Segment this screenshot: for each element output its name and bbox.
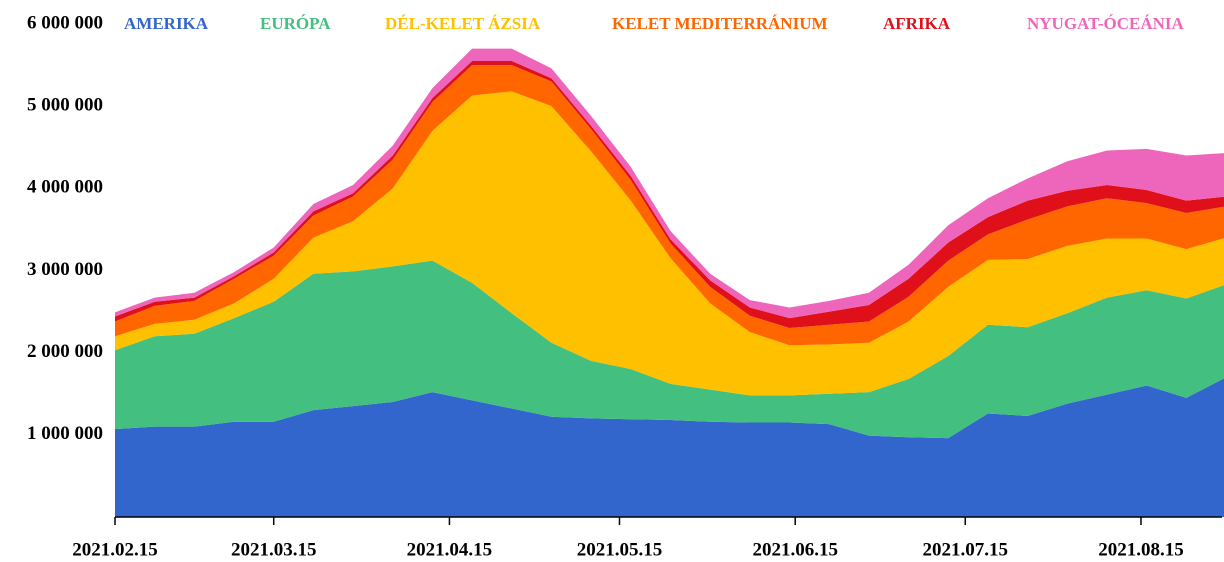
legend-entry: AFRIKA: [883, 14, 951, 33]
area: [115, 378, 1224, 517]
x-tick-label: 2021.04.15: [407, 539, 493, 560]
area: [115, 91, 1224, 396]
legend-entry: AMERIKA: [124, 14, 209, 33]
y-tick-label: 2 000 000: [27, 341, 103, 362]
y-tick-label: 1 000 000: [27, 423, 103, 444]
legend-entry: DÉL-KELET ÁZSIA: [385, 14, 541, 33]
legend-entry: KELET MEDITERRÁNIUM: [612, 14, 828, 33]
x-tick-label: 2021.08.15: [1098, 539, 1184, 560]
area: [115, 260, 1224, 439]
y-tick-label: 4 000 000: [27, 177, 103, 198]
y-tick-label: 6 000 000: [27, 12, 103, 33]
area: [115, 65, 1224, 346]
legend-entry: EURÓPA: [260, 14, 331, 33]
area: [115, 60, 1224, 329]
x-tick-label: 2021.06.15: [752, 539, 838, 560]
x-tick-label: 2021.07.15: [923, 539, 1009, 560]
x-tick-label: 2021.05.15: [577, 539, 663, 560]
y-tick-label: 5 000 000: [27, 95, 103, 116]
x-tick-label: 2021.03.15: [231, 539, 317, 560]
x-tick-label: 2021.02.15: [72, 539, 158, 560]
legend-entry: NYUGAT-ÓCEÁNIA: [1027, 14, 1185, 33]
y-tick-label: 3 000 000: [27, 259, 103, 280]
